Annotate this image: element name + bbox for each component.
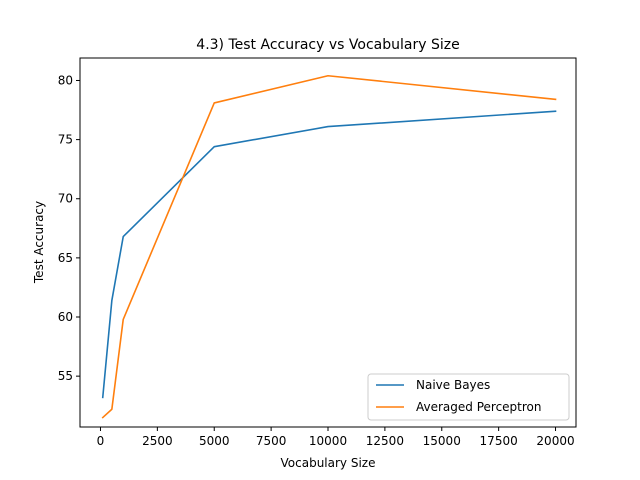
x-tick-label: 12500	[366, 434, 404, 448]
axes-layer: 0 2500 5000 7500 10000 12500 15000 17500 20000 55…	[58, 57, 577, 448]
y-axis-label: Test Accuracy	[32, 201, 46, 284]
x-tick-label: 20000	[536, 434, 574, 448]
y-tick-label: 55	[58, 369, 73, 383]
legend-box	[367, 373, 570, 421]
x-tick-label: 17500	[480, 434, 518, 448]
x-tick-label: 10000	[309, 434, 347, 448]
legend: Naive Bayes Averaged Perceptron	[367, 373, 570, 421]
y-tick-label: 65	[58, 251, 73, 265]
x-tick-label: 7500	[256, 434, 287, 448]
chart-title: 4.3) Test Accuracy vs Vocabulary Size	[196, 37, 459, 53]
x-tick-label: 0	[97, 434, 105, 448]
y-tick-label: 60	[58, 310, 73, 324]
y-tick-label: 75	[58, 133, 73, 147]
y-tick-label: 70	[58, 192, 73, 206]
series-layer	[101, 74, 557, 419]
legend-label-1: Naive Bayes	[416, 378, 490, 392]
x-tick-label: 5000	[199, 434, 230, 448]
series-line-2	[101, 74, 557, 419]
legend-label-2: Averaged Perceptron	[416, 400, 542, 414]
x-axis-label: Vocabulary Size	[281, 456, 376, 470]
y-tick-label: 80	[58, 73, 73, 87]
x-tick-label: 15000	[423, 434, 461, 448]
x-tick-label: 2500	[142, 434, 173, 448]
series-line-1	[101, 110, 557, 399]
